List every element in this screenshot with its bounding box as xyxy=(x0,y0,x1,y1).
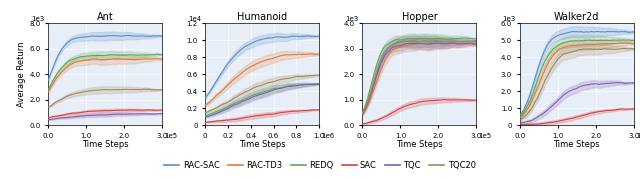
X-axis label: Time Steps: Time Steps xyxy=(554,140,600,149)
Text: 1e3: 1e3 xyxy=(502,16,516,22)
Title: Ant: Ant xyxy=(97,13,113,23)
Text: 1e3: 1e3 xyxy=(31,16,44,22)
Title: Humanoid: Humanoid xyxy=(237,13,287,23)
Legend: RAC-SAC, RAC-TD3, REDQ, SAC, TQC, TQC20: RAC-SAC, RAC-TD3, REDQ, SAC, TQC, TQC20 xyxy=(161,157,479,173)
Text: 1e4: 1e4 xyxy=(188,16,201,22)
Title: Walker2d: Walker2d xyxy=(554,13,599,23)
Text: 1e5: 1e5 xyxy=(164,134,177,139)
Text: 1e5: 1e5 xyxy=(636,134,640,139)
Y-axis label: Average Return: Average Return xyxy=(17,42,26,107)
Text: 1e3: 1e3 xyxy=(346,16,358,22)
X-axis label: Time Steps: Time Steps xyxy=(82,140,128,149)
X-axis label: Time Steps: Time Steps xyxy=(239,140,285,149)
Text: 1e5: 1e5 xyxy=(479,134,492,139)
Text: 1e6: 1e6 xyxy=(321,134,335,139)
X-axis label: Time Steps: Time Steps xyxy=(396,140,443,149)
Title: Hopper: Hopper xyxy=(401,13,437,23)
